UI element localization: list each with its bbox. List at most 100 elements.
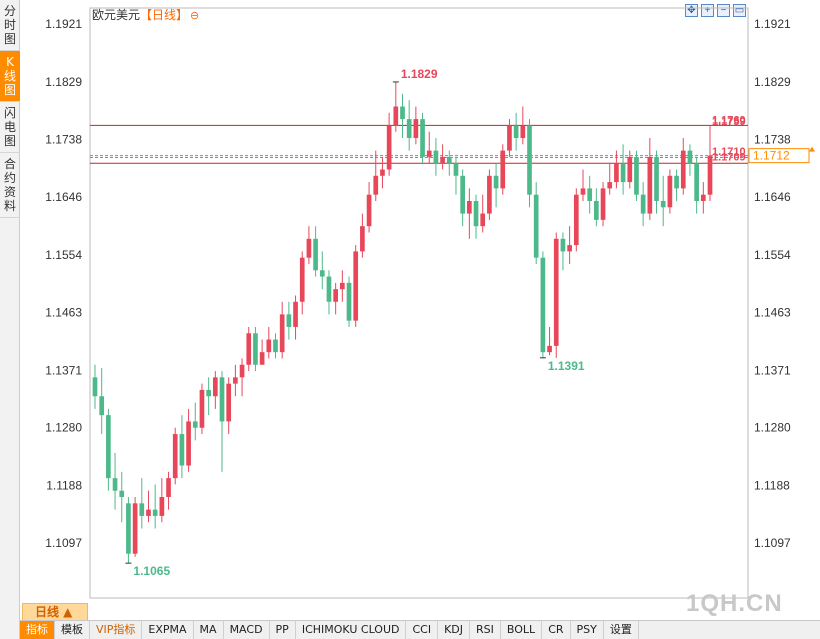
candle-body bbox=[687, 150, 693, 164]
y-tick-left: 1.1921 bbox=[45, 17, 82, 31]
candle-body bbox=[520, 125, 526, 139]
maximize-icon[interactable]: ▭ bbox=[733, 4, 746, 17]
indicator-tab-cci[interactable]: CCI bbox=[406, 621, 439, 639]
candle-body bbox=[253, 333, 258, 365]
candle-body bbox=[426, 150, 432, 157]
arrow-up-icon bbox=[809, 146, 815, 152]
candle-body bbox=[99, 396, 105, 416]
candle-body bbox=[627, 156, 633, 183]
y-tick-left: 1.1463 bbox=[45, 305, 82, 319]
side-tab-0[interactable]: 分时图 bbox=[0, 0, 20, 51]
indicator-tab-rsi[interactable]: RSI bbox=[470, 621, 501, 639]
extreme-label: 1.1829 bbox=[401, 67, 438, 81]
period-selector[interactable]: 日线 ▲ bbox=[22, 603, 88, 621]
candle-body bbox=[660, 200, 666, 208]
indicator-tab-vip指标[interactable]: VIP指标 bbox=[90, 621, 143, 639]
zoom-in-icon[interactable]: + bbox=[701, 4, 714, 17]
candle-body bbox=[640, 194, 646, 214]
candle-body bbox=[553, 238, 559, 346]
candle-body bbox=[587, 188, 593, 201]
indicator-tab-macd[interactable]: MACD bbox=[224, 621, 270, 639]
candle-body bbox=[413, 119, 419, 139]
candle-body bbox=[680, 150, 686, 189]
indicator-tab-ma[interactable]: MA bbox=[194, 621, 224, 639]
indicator-tab-指标[interactable]: 指标 bbox=[20, 621, 55, 639]
candle-body bbox=[246, 333, 252, 365]
y-tick-right: 1.1188 bbox=[754, 479, 790, 493]
price-line-label: 1.1759 bbox=[712, 116, 746, 128]
indicator-tab-expma[interactable]: EXPMA bbox=[142, 621, 194, 639]
candle-body bbox=[433, 150, 439, 164]
period-label: 【日线】 bbox=[140, 8, 189, 22]
candle-body bbox=[393, 106, 399, 126]
candle-body bbox=[179, 434, 185, 466]
symbol-name: 欧元美元 bbox=[92, 8, 141, 22]
y-tick-right: 1.1738 bbox=[754, 132, 791, 146]
side-tab-3[interactable]: 合约资料 bbox=[0, 153, 20, 218]
candle-body bbox=[480, 213, 486, 227]
indicator-tab-模板[interactable]: 模板 bbox=[55, 621, 90, 639]
candle-body bbox=[600, 188, 606, 220]
candlestick-chart[interactable]: 1.1921 1.1921 1.1829 1.1829 1.1738 1.1738 1.16… bbox=[20, 0, 820, 600]
candle-body bbox=[239, 364, 245, 378]
price-line-label: 1.1760 bbox=[712, 114, 746, 126]
candle-body bbox=[293, 301, 298, 327]
price-line-label: 1.1709 bbox=[712, 152, 746, 164]
candle-body bbox=[440, 156, 445, 164]
candle-body bbox=[319, 270, 325, 277]
candle-body bbox=[159, 497, 165, 516]
indicator-bar: 指标 模板 VIP指标 EXPMA MA MACD PP ICHIMOKU CLOUD CCI K… bbox=[20, 620, 820, 639]
circle-minus-icon[interactable]: ⊖ bbox=[190, 9, 200, 22]
zoom-out-icon[interactable]: − bbox=[717, 4, 730, 17]
candle-body bbox=[540, 257, 546, 353]
candle-body bbox=[674, 175, 679, 189]
candle-body bbox=[166, 478, 171, 498]
candle-body bbox=[406, 119, 412, 139]
move-icon[interactable]: ✥ bbox=[685, 4, 698, 17]
y-tick-right: 1.1463 bbox=[754, 305, 791, 319]
candle-body bbox=[700, 194, 706, 201]
candle-body bbox=[106, 415, 111, 479]
candle-body bbox=[654, 156, 659, 201]
candle-body bbox=[273, 339, 278, 353]
candle-body bbox=[667, 175, 673, 208]
candle-body bbox=[580, 188, 586, 195]
chart-toolbar: ✥ + − ▭ bbox=[685, 4, 746, 17]
y-tick-left: 1.1188 bbox=[46, 479, 82, 493]
candle-body bbox=[139, 503, 145, 516]
candle-body bbox=[446, 156, 452, 164]
candle-body bbox=[513, 125, 519, 139]
candle-body bbox=[279, 314, 285, 353]
y-tick-left: 1.1829 bbox=[45, 75, 82, 89]
candle-body bbox=[152, 509, 158, 516]
y-tick-right: 1.1280 bbox=[754, 421, 791, 435]
indicator-tab-cr[interactable]: CR bbox=[542, 621, 571, 639]
y-tick-right: 1.1829 bbox=[754, 75, 791, 89]
indicator-tab-pp[interactable]: PP bbox=[270, 621, 296, 639]
watermark: 1QH.CN bbox=[686, 590, 783, 617]
side-tab-2[interactable]: 闪电图 bbox=[0, 102, 20, 153]
indicator-tab-kdj[interactable]: KDJ bbox=[438, 621, 471, 639]
indicator-tab-boll[interactable]: BOLL bbox=[501, 621, 543, 639]
candle-body bbox=[172, 434, 178, 479]
indicator-tab-psy[interactable]: PSY bbox=[571, 621, 604, 639]
candle-body bbox=[326, 276, 332, 302]
y-tick-left: 1.1280 bbox=[45, 421, 82, 435]
candle-body bbox=[299, 257, 305, 302]
extreme-label: 1.1065 bbox=[133, 564, 170, 578]
candle-body bbox=[533, 194, 539, 258]
candle-body bbox=[266, 339, 272, 353]
candle-body bbox=[473, 200, 479, 227]
candle-body bbox=[647, 156, 653, 214]
y-tick-right: 1.1097 bbox=[754, 536, 791, 550]
candle-body bbox=[614, 163, 619, 183]
candle-body bbox=[306, 238, 312, 258]
candle-body bbox=[567, 245, 572, 252]
indicator-tab-ichimoku-cloud[interactable]: ICHIMOKU CLOUD bbox=[296, 621, 407, 639]
candle-body bbox=[333, 289, 338, 302]
current-price-label: 1.1712 bbox=[753, 149, 790, 163]
extreme-label: 1.1391 bbox=[548, 359, 585, 373]
candle-body bbox=[547, 345, 552, 353]
indicator-tab-设置[interactable]: 设置 bbox=[604, 621, 639, 639]
